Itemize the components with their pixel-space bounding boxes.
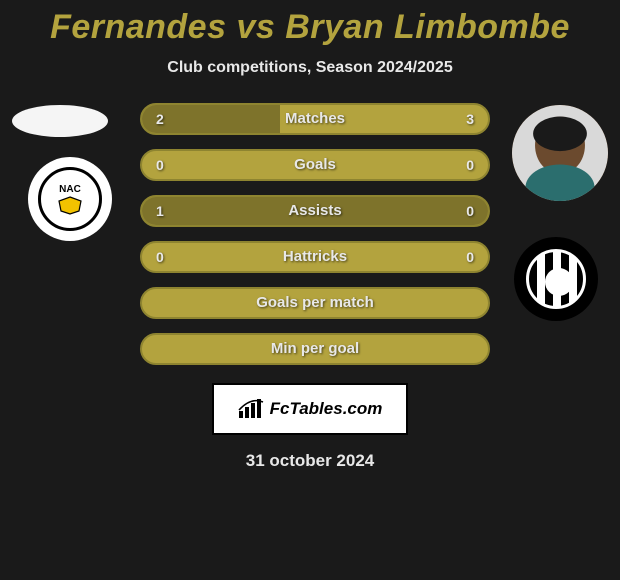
subtitle: Club competitions, Season 2024/2025 <box>0 59 620 77</box>
shield-icon <box>55 195 85 215</box>
stat-value-right: 3 <box>466 105 474 133</box>
player-photo-left <box>12 105 108 137</box>
brand-text: FcTables.com <box>270 399 383 419</box>
stat-row: Goals0 0 <box>140 149 490 181</box>
bars-icon <box>238 399 264 419</box>
stat-value-right: 0 <box>466 197 474 225</box>
stat-row: Goals per match <box>140 287 490 319</box>
stat-label: Goals per match <box>142 289 488 317</box>
brand-box[interactable]: FcTables.com <box>212 383 408 435</box>
date-label: 31 october 2024 <box>0 451 620 471</box>
stat-row: Hattricks0 0 <box>140 241 490 273</box>
club-badge-right <box>514 237 598 321</box>
stat-label: Matches <box>142 105 488 133</box>
main-area: NAC Matches23Goals00Assists10Hattricks00… <box>0 103 620 383</box>
face-icon <box>512 105 608 201</box>
stat-label: Goals <box>142 151 488 179</box>
stat-value-right: 0 <box>466 243 474 271</box>
stat-value-left: 0 <box>156 151 164 179</box>
stat-value-right: 0 <box>466 151 474 179</box>
stat-label: Hattricks <box>142 243 488 271</box>
stat-value-left: 1 <box>156 197 164 225</box>
stat-row: Matches2 3 <box>140 103 490 135</box>
nac-badge-icon: NAC <box>38 167 102 231</box>
stat-value-left: 2 <box>156 105 164 133</box>
stat-row: Min per goal <box>140 333 490 365</box>
player-photo-right <box>512 105 608 201</box>
page-title: Fernandes vs Bryan Limbombe <box>0 8 620 47</box>
stat-label: Assists <box>142 197 488 225</box>
club-label-left: NAC <box>59 184 81 195</box>
stat-label: Min per goal <box>142 335 488 363</box>
stats-column: Matches23Goals00Assists10Hattricks00Goal… <box>140 103 490 379</box>
heracles-badge-icon <box>526 249 586 309</box>
comparison-card: Fernandes vs Bryan Limbombe Club competi… <box>0 0 620 580</box>
club-badge-left: NAC <box>28 157 112 241</box>
stat-row: Assists1 0 <box>140 195 490 227</box>
stat-value-left: 0 <box>156 243 164 271</box>
